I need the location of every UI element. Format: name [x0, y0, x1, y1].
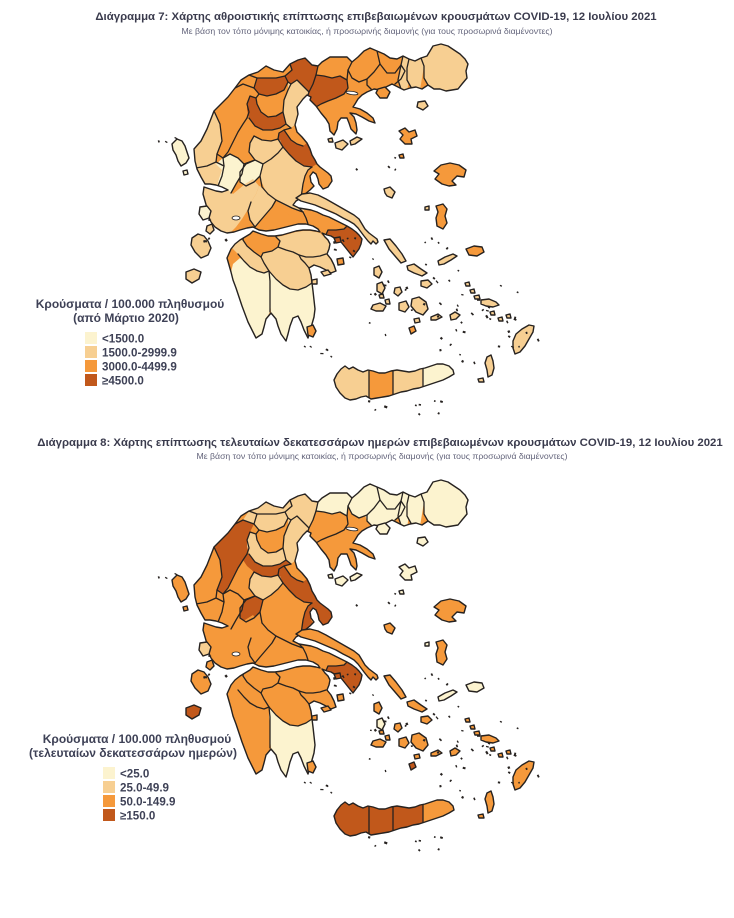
svg-text:≥4500.0: ≥4500.0 — [102, 375, 144, 388]
svg-text:(τελευταίων δεκατεσσάρων ημερώ: (τελευταίων δεκατεσσάρων ημερών) — [29, 746, 237, 760]
svg-text:Με βάση τον τόπο μόνιμης κατοι: Με βάση τον τόπο μόνιμης κατοικίας, ή πρ… — [182, 26, 553, 36]
svg-text:Διάγραμμα 8: Χάρτης επίπτωσης: Διάγραμμα 8: Χάρτης επίπτωσης τελευταίων… — [37, 437, 723, 449]
svg-text:Κρούσματα / 100.000 πληθυσμού: Κρούσματα / 100.000 πληθυσμού — [36, 297, 225, 311]
svg-text:(από Μάρτιο 2020): (από Μάρτιο 2020) — [73, 311, 179, 325]
svg-text:Διάγραμμα 7: Χάρτης αθροιστική: Διάγραμμα 7: Χάρτης αθροιστικής επίπτωση… — [95, 11, 657, 23]
svg-text:<25.0: <25.0 — [120, 768, 149, 781]
svg-text:50.0-149.9: 50.0-149.9 — [120, 796, 176, 809]
svg-text:25.0-49.9: 25.0-49.9 — [120, 782, 170, 795]
svg-text:Με βάση τον τόπο μόνιμης κατοι: Με βάση τον τόπο μόνιμης κατοικίας, ή πρ… — [197, 451, 568, 461]
svg-text:1500.0-2999.9: 1500.0-2999.9 — [102, 347, 177, 360]
svg-text:3000.0-4499.9: 3000.0-4499.9 — [102, 361, 177, 374]
svg-text:Κρούσματα / 100.000 πληθυσμού: Κρούσματα / 100.000 πληθυσμού — [43, 732, 232, 746]
svg-text:≥150.0: ≥150.0 — [120, 810, 155, 823]
svg-text:<1500.0: <1500.0 — [102, 333, 144, 346]
